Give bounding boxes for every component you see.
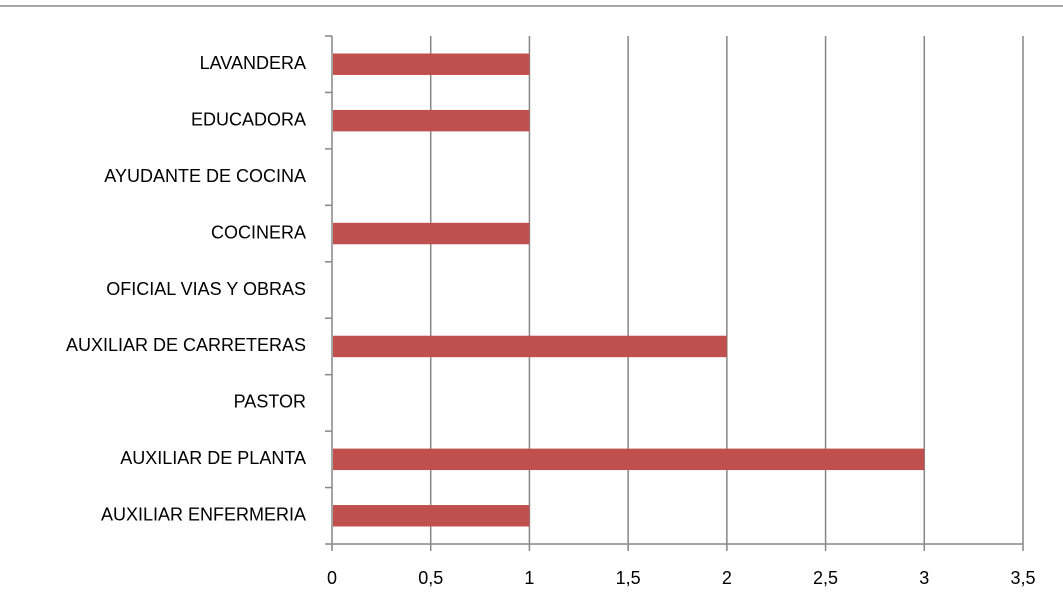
x-tick-label-4: 2: [722, 568, 732, 588]
bar-3: [333, 335, 727, 358]
bars: [333, 53, 925, 527]
x-tick-label-3: 1,5: [616, 568, 641, 588]
axes: [325, 35, 1024, 551]
y-tick-label-6: AYUDANTE DE COCINA: [104, 166, 306, 186]
y-tick-label-1: AUXILIAR DE PLANTA: [120, 448, 306, 468]
bar-8: [333, 53, 530, 75]
x-tick-label-7: 3,5: [1010, 568, 1035, 588]
x-tick-label-0: 0: [327, 568, 337, 588]
bar-7: [333, 109, 530, 132]
y-tick-label-7: EDUCADORA: [191, 109, 306, 129]
bar-1: [333, 448, 925, 471]
y-tick-label-8: LAVANDERA: [200, 53, 306, 73]
y-tick-label-0: AUXILIAR ENFERMERIA: [101, 505, 306, 525]
tick-labels: AUXILIAR ENFERMERIA AUXILIAR DE PLANTA PAS…: [66, 53, 1036, 588]
bar-5: [333, 222, 530, 245]
bar-0: [333, 505, 530, 527]
x-tick-label-6: 3: [919, 568, 929, 588]
x-tick-label-2: 1: [524, 568, 534, 588]
x-tick-label-5: 2,5: [813, 568, 838, 588]
y-tick-label-3: AUXILIAR DE CARRETERAS: [66, 335, 306, 355]
x-tick-label-1: 0,5: [418, 568, 443, 588]
y-tick-label-2: PASTOR: [234, 392, 306, 412]
y-tick-label-5: COCINERA: [211, 222, 306, 242]
y-tick-label-4: OFICIAL VIAS Y OBRAS: [106, 279, 306, 299]
